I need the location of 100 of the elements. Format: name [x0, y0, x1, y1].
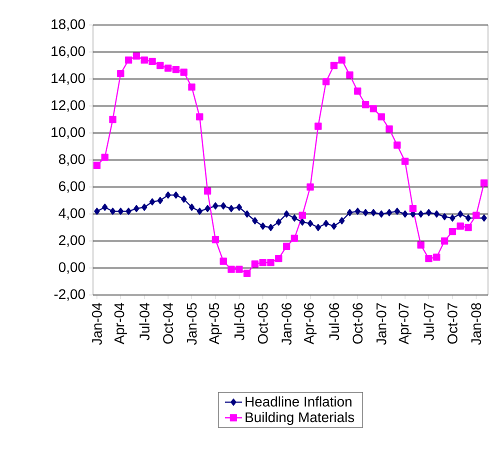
- point: [228, 204, 234, 212]
- point: [132, 52, 140, 60]
- point: [165, 191, 171, 199]
- point: [394, 208, 400, 215]
- point: [434, 210, 440, 218]
- point: [118, 208, 124, 215]
- point: [338, 56, 346, 64]
- point: [472, 212, 480, 219]
- point: [456, 222, 464, 230]
- point: [448, 228, 456, 236]
- point: [212, 236, 220, 244]
- point: [370, 105, 378, 112]
- y-tick-label: -2,00: [54, 289, 85, 301]
- point: [458, 210, 464, 218]
- point: [220, 202, 226, 210]
- point: [236, 204, 242, 211]
- point: [386, 209, 392, 216]
- point: [417, 241, 424, 249]
- point: [331, 222, 337, 230]
- point: [124, 56, 132, 64]
- point: [282, 242, 290, 250]
- point: [252, 217, 258, 224]
- point: [181, 196, 187, 203]
- point: [196, 113, 204, 120]
- point: [149, 198, 156, 206]
- point: [465, 214, 472, 222]
- point: [172, 66, 180, 74]
- point: [425, 254, 432, 262]
- legend-label: Headline Inflation: [246, 396, 352, 407]
- y-tick-label: 4,00: [58, 208, 85, 220]
- point: [212, 202, 218, 210]
- point: [362, 101, 370, 108]
- point: [204, 204, 210, 212]
- point: [354, 208, 360, 215]
- legend-label: Building Materials: [246, 412, 354, 425]
- point: [134, 204, 140, 212]
- point: [94, 208, 100, 215]
- point: [386, 125, 393, 133]
- point: [402, 210, 408, 218]
- x-tick-label: Oct-04: [163, 302, 173, 344]
- point: [322, 78, 330, 86]
- point: [109, 116, 116, 124]
- point: [148, 58, 156, 66]
- point: [117, 70, 124, 78]
- point: [156, 62, 164, 70]
- point: [481, 214, 487, 222]
- point: [354, 88, 362, 95]
- point: [290, 234, 298, 242]
- point: [480, 179, 488, 187]
- point: [307, 220, 314, 228]
- point: [300, 218, 306, 226]
- x-tick-label: Apr-04: [114, 302, 127, 344]
- point: [323, 220, 329, 228]
- x-tick-label: Jul-07: [424, 303, 434, 340]
- point: [275, 254, 282, 262]
- x-tick-label: Oct-07: [448, 303, 458, 344]
- point: [394, 142, 401, 149]
- x-tick-label: Jan-06: [282, 303, 292, 345]
- point: [140, 56, 148, 64]
- x-tick-label: Jan-05: [186, 303, 197, 345]
- point: [378, 210, 384, 218]
- point: [196, 208, 202, 215]
- point: [346, 71, 354, 79]
- point: [314, 122, 322, 130]
- point: [315, 224, 321, 232]
- point: [442, 213, 448, 220]
- x-tick-label: Oct-05: [258, 303, 268, 344]
- x-tick-label: Jan-04: [92, 302, 102, 345]
- point: [284, 210, 290, 218]
- point: [101, 154, 108, 161]
- point: [306, 183, 314, 191]
- x-tick-label: Jul-04: [139, 302, 150, 340]
- x-tick-label: Apr-05: [209, 303, 222, 344]
- point: [188, 83, 196, 91]
- y-tick-label: 6,00: [59, 181, 85, 193]
- point: [409, 204, 417, 212]
- point: [464, 224, 472, 232]
- point: [180, 68, 188, 76]
- point: [401, 158, 409, 165]
- y-tick-label: 18,00: [52, 19, 85, 31]
- y-tick-label: 10,00: [52, 127, 85, 139]
- point: [157, 196, 163, 204]
- point: [173, 191, 179, 199]
- point: [244, 210, 250, 218]
- point: [330, 62, 338, 70]
- y-tick-label: 2,00: [59, 235, 85, 247]
- x-tick-label: Jan-07: [376, 303, 386, 345]
- x-tick-label: Apr-07: [398, 303, 412, 344]
- point: [362, 209, 368, 216]
- point: [276, 218, 282, 226]
- point: [228, 266, 235, 273]
- point: [418, 210, 424, 218]
- point: [126, 208, 132, 215]
- y-tick-label: 14,00: [52, 73, 85, 85]
- point: [236, 266, 243, 273]
- point: [251, 260, 259, 268]
- point: [164, 64, 172, 72]
- y-tick-label: 12,00: [52, 100, 85, 112]
- x-tick-label: Jul-05: [234, 303, 244, 340]
- x-tick-label: Apr-06: [304, 303, 317, 344]
